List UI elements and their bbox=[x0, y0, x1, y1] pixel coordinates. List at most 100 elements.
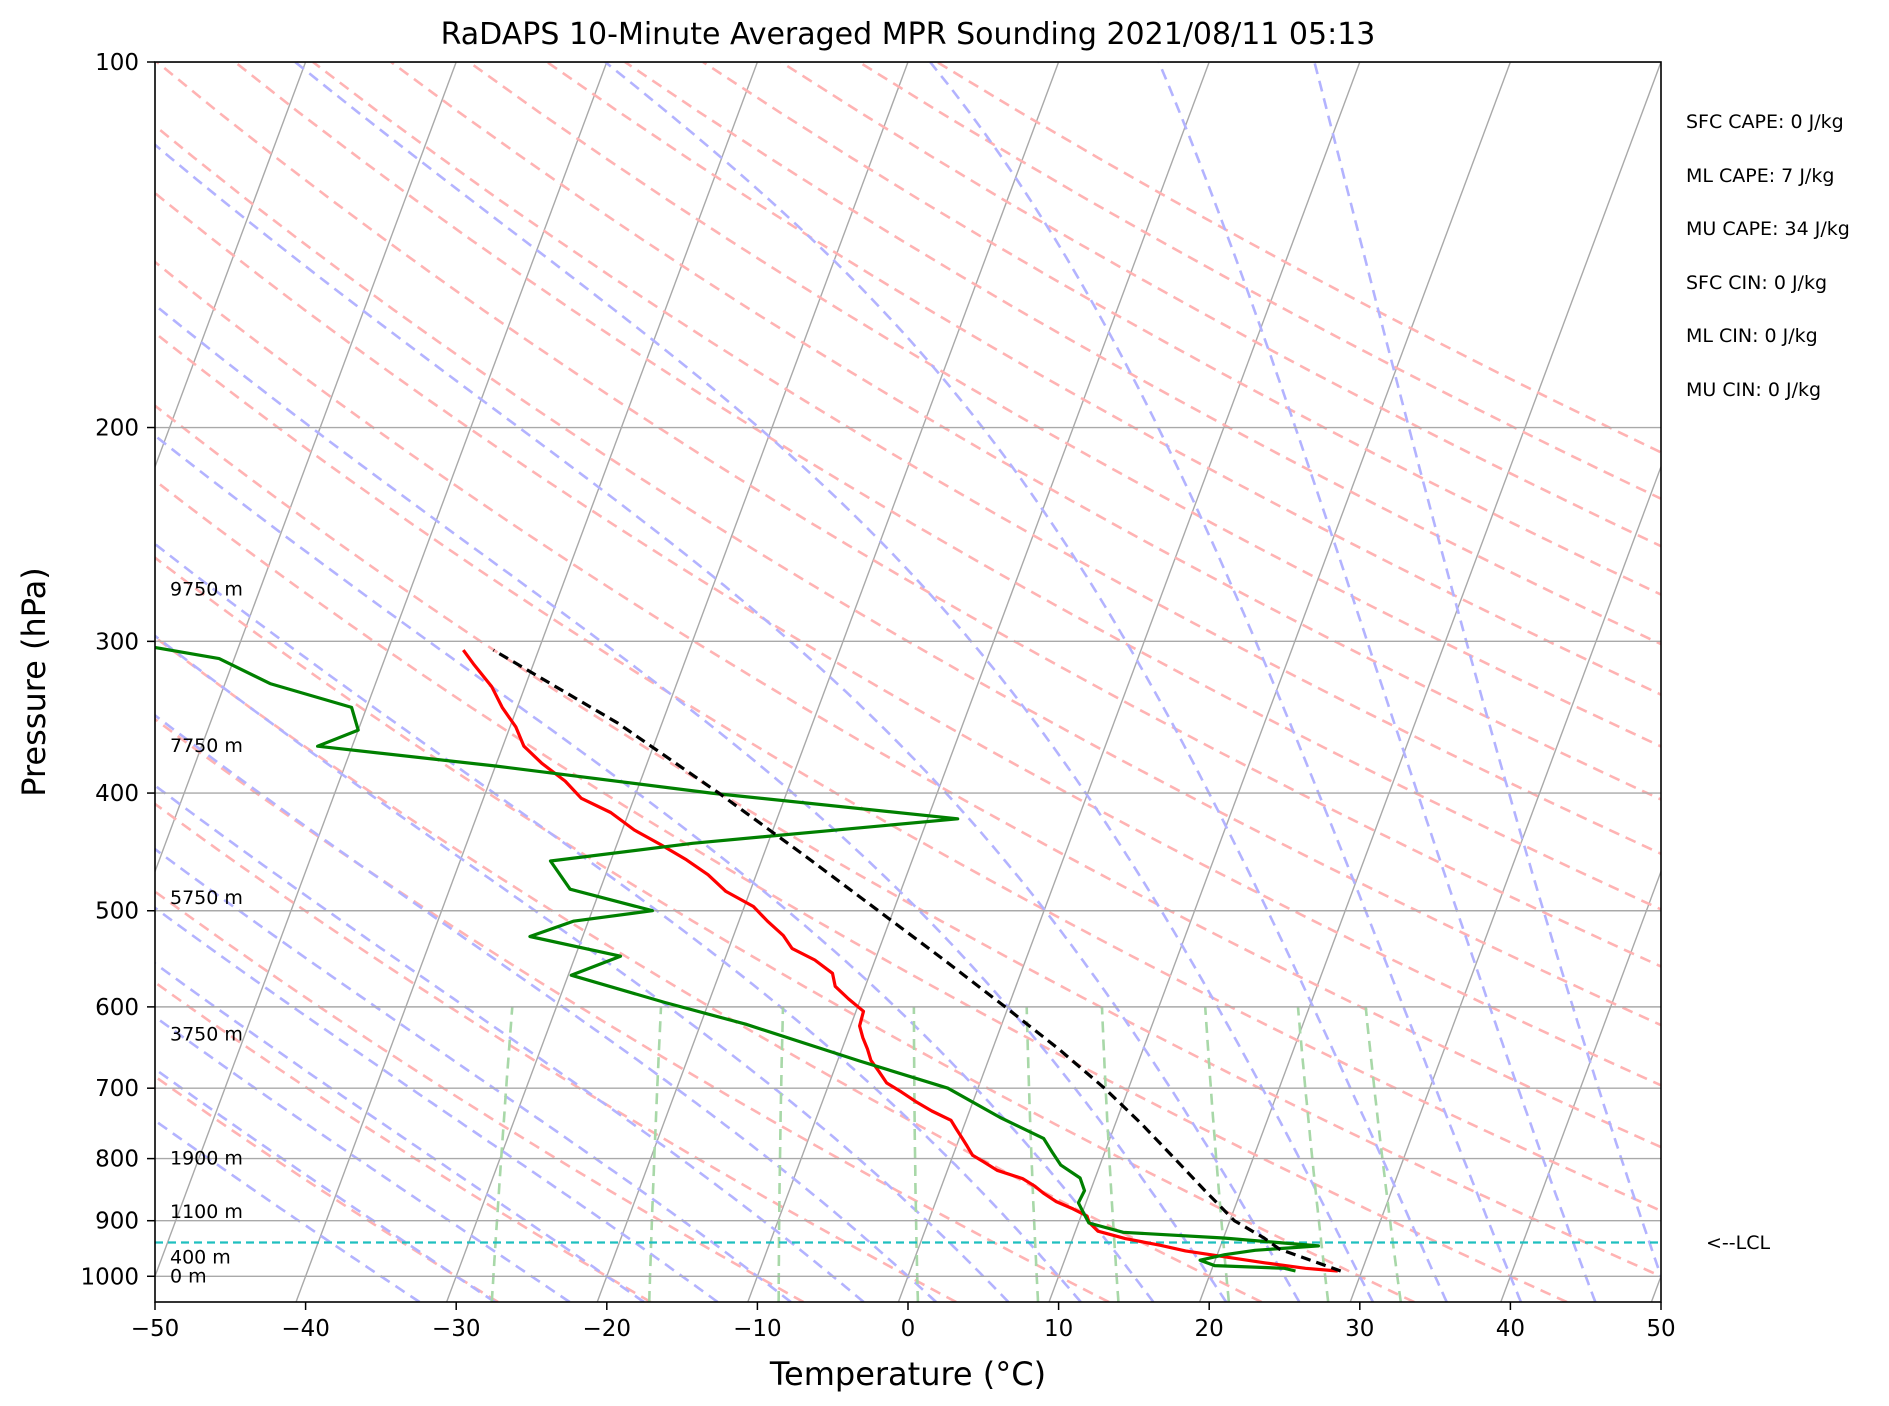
dry-adiabat bbox=[155, 556, 1415, 1302]
x-tick-label: 0 bbox=[901, 1316, 916, 1342]
mixing-ratio-line bbox=[490, 1006, 514, 1302]
isotherm bbox=[596, 62, 1060, 1302]
dry-adiabat bbox=[155, 191, 1661, 1087]
background-lines bbox=[155, 62, 1661, 1302]
mixing-ratio-line bbox=[912, 1006, 920, 1302]
mixing-ratio-line bbox=[1025, 1006, 1040, 1302]
isotherm bbox=[155, 62, 608, 1279]
isotherm bbox=[295, 62, 759, 1302]
y-axis-ticks: 100 200 300 400 500 600 700 800 900 1000 bbox=[80, 50, 155, 1290]
x-axis-ticks: −50 −40 −30 −20 −10 0 10 20 30 40 50 bbox=[131, 1302, 1676, 1342]
moist-adiabat bbox=[155, 1118, 421, 1302]
moist-adiabat bbox=[155, 961, 645, 1302]
dry-adiabat bbox=[546, 62, 1661, 697]
mixing-ratio-line bbox=[647, 1006, 663, 1302]
dry-adiabat bbox=[155, 802, 957, 1302]
x-tick-label: −50 bbox=[131, 1316, 180, 1342]
moist-adiabat bbox=[1313, 62, 1661, 1281]
y-tick-label: 100 bbox=[95, 50, 139, 76]
dry-adiabat bbox=[155, 478, 1568, 1302]
mixing-ratio-line bbox=[1100, 1006, 1120, 1302]
height-label: 1900 m bbox=[170, 1148, 243, 1170]
stat-mu-cin: MU CIN: 0 J/kg bbox=[1686, 379, 1821, 401]
stat-mu-cape: MU CAPE: 34 J/kg bbox=[1686, 218, 1850, 240]
stat-sfc-cin: SFC CIN: 0 J/kg bbox=[1686, 272, 1827, 294]
isotherm bbox=[1048, 62, 1512, 1302]
moist-adiabat bbox=[155, 1067, 496, 1302]
height-label: 5750 m bbox=[170, 887, 243, 909]
dry-adiabat bbox=[702, 62, 1661, 596]
height-labels: 9750 m 7750 m 5750 m 3750 m 1900 m 1100 m 400 … bbox=[170, 579, 243, 1288]
x-tick-label: −30 bbox=[432, 1316, 481, 1342]
stat-ml-cape: ML CAPE: 7 J/kg bbox=[1686, 165, 1834, 187]
dry-adiabat bbox=[155, 635, 1263, 1302]
isotherm bbox=[1500, 869, 1661, 1302]
height-label: 400 m bbox=[170, 1246, 231, 1268]
moist-adiabat bbox=[155, 542, 1082, 1302]
moist-adiabat bbox=[155, 634, 1010, 1302]
height-label: 9750 m bbox=[170, 579, 243, 601]
moist-adiabat bbox=[929, 62, 1523, 1302]
y-axis-label: Pressure (hPa) bbox=[15, 567, 53, 797]
y-tick-label: 600 bbox=[95, 995, 139, 1021]
mixing-ratio-line bbox=[777, 1006, 785, 1302]
dry-adiabat bbox=[155, 717, 1110, 1302]
y-tick-label: 800 bbox=[95, 1147, 139, 1173]
moist-adiabat bbox=[294, 62, 1375, 1302]
x-tick-label: 40 bbox=[1496, 1316, 1525, 1342]
moist-adiabat bbox=[1157, 62, 1597, 1302]
dry-adiabat bbox=[390, 62, 1661, 801]
dry-adiabat bbox=[155, 331, 1661, 1213]
x-axis-label: Temperature (°C) bbox=[769, 1355, 1046, 1393]
parcel-line bbox=[492, 648, 1342, 1273]
isotherm bbox=[897, 62, 1361, 1302]
dewpoint-line bbox=[155, 645, 1320, 1273]
y-tick-label: 300 bbox=[95, 629, 139, 655]
x-tick-label: 20 bbox=[1195, 1316, 1224, 1342]
y-tick-label: 200 bbox=[95, 416, 139, 442]
pressure-gridlines bbox=[155, 62, 1661, 1277]
mixing-ratio-line bbox=[1296, 1006, 1330, 1302]
dry-adiabat bbox=[312, 62, 1661, 856]
height-label: 3750 m bbox=[170, 1023, 243, 1045]
moist-adiabat bbox=[155, 1015, 571, 1302]
y-tick-label: 400 bbox=[95, 781, 139, 807]
temperature-line bbox=[462, 649, 1338, 1273]
stat-ml-cin: ML CIN: 0 J/kg bbox=[1686, 325, 1818, 347]
chart-title: RaDAPS 10-Minute Averaged MPR Sounding 2… bbox=[441, 17, 1376, 52]
dry-adiabat bbox=[156, 62, 1661, 968]
mixing-ratio-line bbox=[1203, 1006, 1231, 1302]
isotherm bbox=[747, 62, 1210, 1302]
lcl-label: <--LCL bbox=[1706, 1232, 1770, 1254]
stats-panel: SFC CAPE: 0 J/kg ML CAPE: 7 J/kg MU CAPE… bbox=[1686, 111, 1850, 401]
moist-adiabat bbox=[155, 906, 719, 1302]
x-tick-label: −40 bbox=[281, 1316, 330, 1342]
moist-adiabat bbox=[155, 847, 792, 1302]
dry-adiabat bbox=[155, 1074, 499, 1302]
isotherm bbox=[445, 62, 909, 1302]
isotherm bbox=[1349, 464, 1661, 1302]
series-lines bbox=[155, 645, 1342, 1273]
y-tick-label: 900 bbox=[95, 1209, 139, 1235]
dry-adiabat bbox=[155, 260, 1661, 1149]
dry-adiabat bbox=[155, 980, 652, 1302]
isotherm bbox=[155, 62, 457, 874]
x-tick-label: 10 bbox=[1044, 1316, 1073, 1342]
x-tick-label: −10 bbox=[733, 1316, 782, 1342]
moist-adiabat bbox=[155, 143, 1301, 1302]
height-label: 7750 m bbox=[170, 735, 243, 757]
y-tick-label: 500 bbox=[95, 899, 139, 925]
height-label: 1100 m bbox=[170, 1201, 243, 1223]
isotherm bbox=[155, 62, 307, 469]
moist-adiabat bbox=[155, 303, 1228, 1302]
mixing-ratio-line bbox=[1364, 1006, 1403, 1302]
stat-sfc-cape: SFC CAPE: 0 J/kg bbox=[1686, 111, 1844, 133]
x-tick-label: 50 bbox=[1646, 1316, 1675, 1342]
x-tick-label: 30 bbox=[1345, 1316, 1374, 1342]
moist-adiabat bbox=[155, 713, 937, 1302]
height-label: 0 m bbox=[170, 1265, 207, 1287]
x-tick-label: −20 bbox=[583, 1316, 632, 1342]
y-tick-label: 700 bbox=[95, 1076, 139, 1102]
y-tick-label: 1000 bbox=[80, 1264, 139, 1290]
